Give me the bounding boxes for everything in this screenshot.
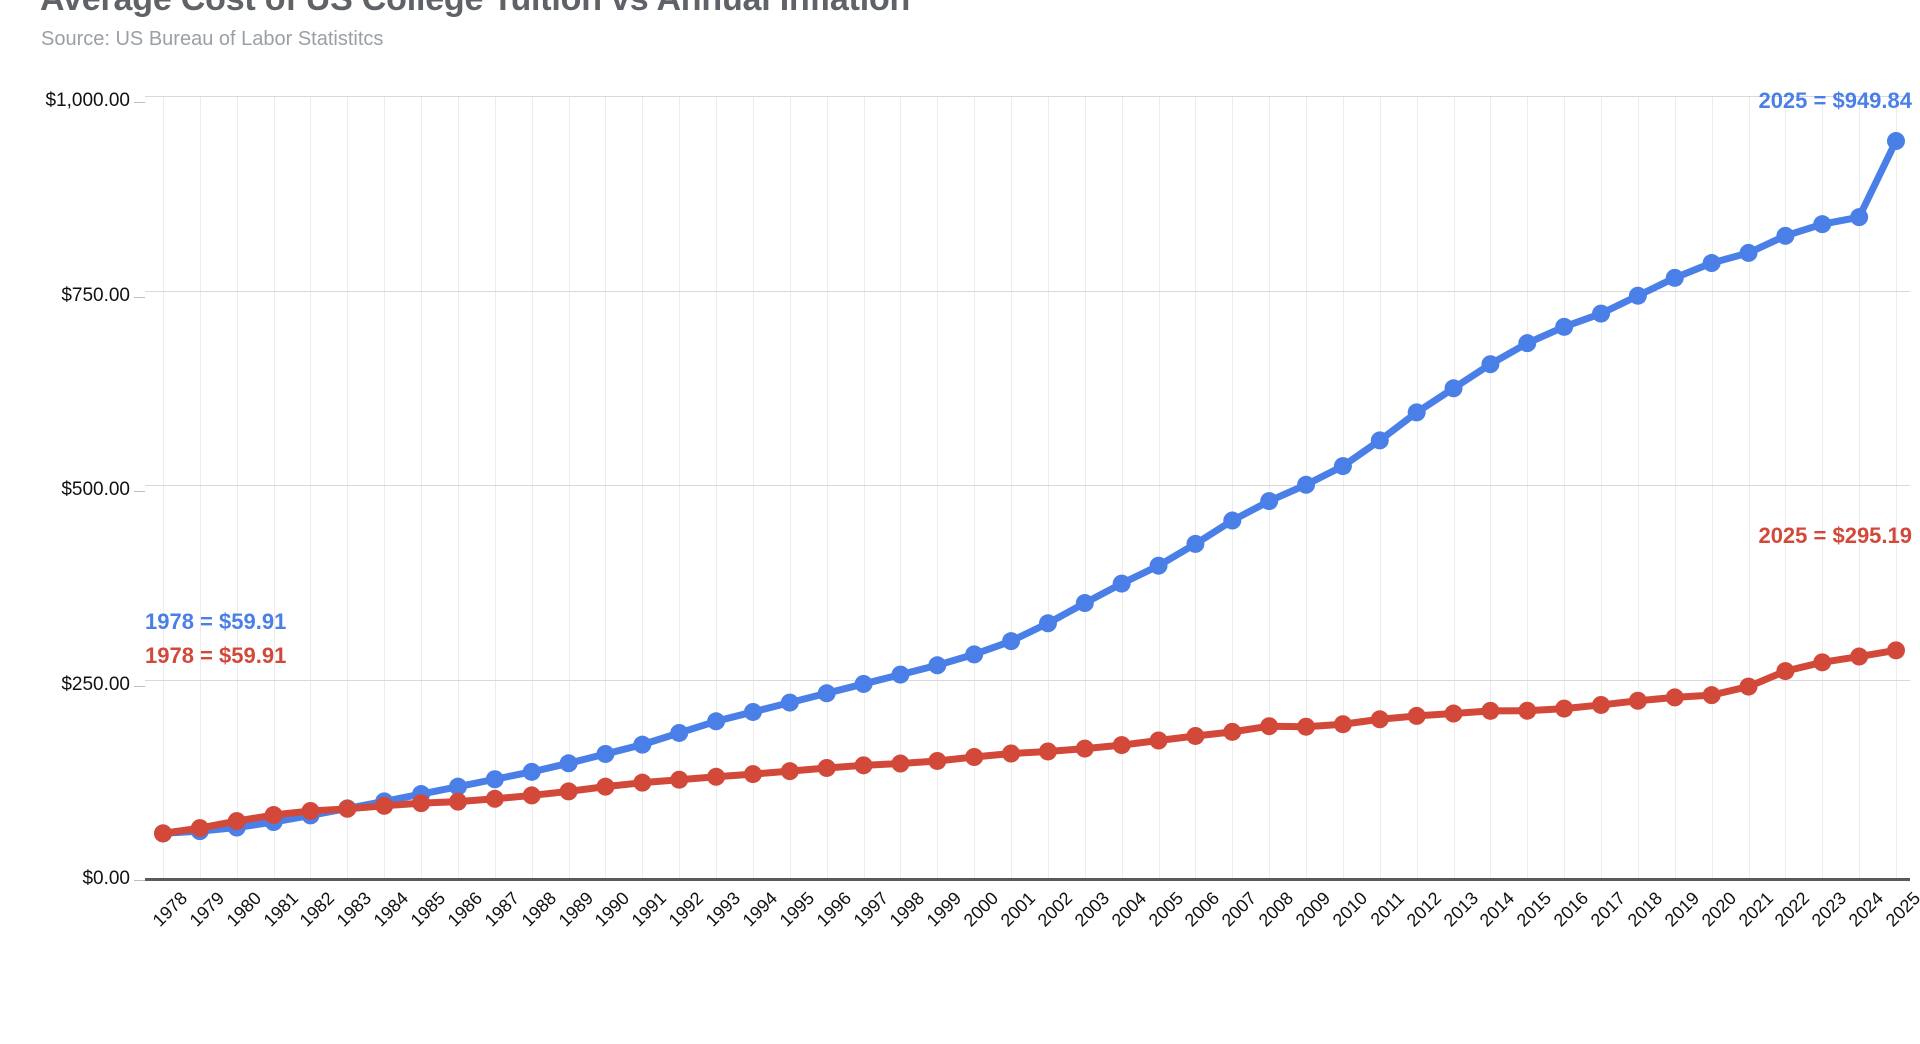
x-gridline: [1158, 96, 1160, 880]
y-axis-tick-mark: [134, 880, 145, 881]
x-gridline: [1564, 96, 1566, 880]
x-gridline: [863, 96, 865, 880]
x-gridline: [1785, 96, 1787, 880]
x-gridline: [163, 96, 164, 880]
x-gridline: [1121, 96, 1123, 880]
annotation-tuition-end: 2025 = $949.84: [1758, 88, 1912, 113]
x-gridline: [1527, 96, 1529, 880]
y-axis-tick-label: $750.00: [61, 284, 130, 306]
x-gridline: [310, 96, 312, 880]
x-gridline: [273, 96, 275, 880]
x-gridline: [605, 96, 607, 880]
x-gridline: [1896, 96, 1897, 880]
x-gridline: [1011, 96, 1013, 880]
x-gridline: [974, 96, 976, 880]
x-gridline: [1490, 96, 1492, 880]
y-axis-tick-mark: [134, 685, 145, 687]
y-axis-tick-label: $500.00: [61, 479, 130, 500]
x-gridline: [384, 96, 386, 880]
y-axis-tick-mark: [134, 296, 145, 298]
x-gridline: [494, 96, 496, 880]
x-gridline: [789, 96, 791, 880]
plot-area: [145, 96, 1910, 880]
x-gridline: [826, 96, 828, 880]
chart-title: Average Cost of US College Tuition vs An…: [40, 0, 910, 19]
x-gridline: [347, 96, 349, 880]
x-gridline: [679, 96, 681, 880]
x-gridline: [716, 96, 718, 880]
x-gridline: [1232, 96, 1234, 880]
y-axis-tick-mark: [134, 102, 145, 103]
x-gridline: [568, 96, 570, 880]
annotation-inflation-start: 1978 = $59.91: [145, 643, 287, 668]
x-axis-line: [145, 878, 1910, 881]
y-gridline: [145, 679, 1910, 681]
annotation-inflation-end: 2025 = $295.19: [1758, 523, 1912, 548]
x-gridline: [531, 96, 533, 880]
x-gridline: [457, 96, 459, 880]
x-gridline: [1748, 96, 1750, 880]
y-axis-tick-label: $1,000.00: [45, 90, 130, 111]
x-gridline: [1637, 96, 1639, 880]
x-gridline: [752, 96, 754, 880]
x-gridline: [900, 96, 902, 880]
x-gridline: [642, 96, 644, 880]
x-gridline: [1711, 96, 1713, 880]
y-axis-tick-mark: [134, 491, 145, 492]
y-axis-tick-label: $0.00: [82, 868, 130, 889]
x-gridline: [1306, 96, 1308, 880]
x-gridline: [421, 96, 423, 880]
annotation-tuition-start: 1978 = $59.91: [145, 609, 287, 634]
x-gridline: [1379, 96, 1381, 880]
x-gridline: [1416, 96, 1418, 880]
y-gridline: [145, 485, 1910, 486]
x-gridline: [1822, 96, 1824, 880]
chart-subtitle: Source: US Bureau of Labor Statistitcs: [41, 28, 384, 50]
x-gridline: [1859, 96, 1861, 880]
x-gridline: [1601, 96, 1603, 880]
y-gridline: [145, 96, 1910, 97]
x-gridline: [937, 96, 939, 880]
x-gridline: [1084, 96, 1086, 880]
x-gridline: [199, 96, 201, 880]
x-gridline: [1453, 96, 1455, 880]
x-gridline: [1047, 96, 1049, 880]
x-gridline: [236, 96, 238, 880]
y-gridline: [145, 290, 1910, 292]
x-gridline: [1195, 96, 1197, 880]
x-gridline: [1342, 96, 1344, 880]
x-gridline: [1269, 96, 1271, 880]
x-gridline: [1674, 96, 1676, 880]
y-axis-tick-label: $250.00: [61, 673, 130, 695]
